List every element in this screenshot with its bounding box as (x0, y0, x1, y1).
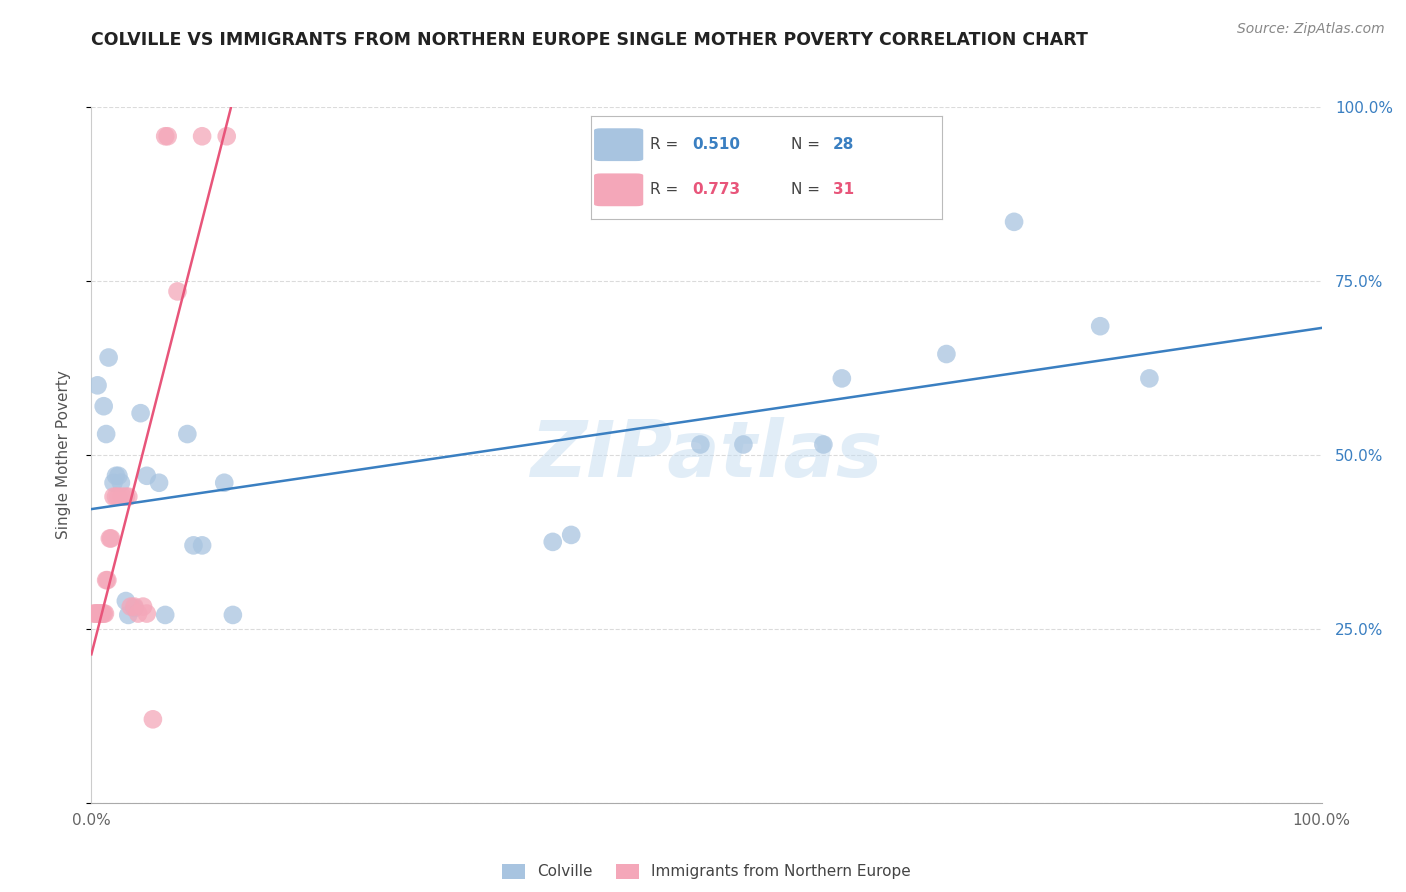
Legend: Colville, Immigrants from Northern Europe: Colville, Immigrants from Northern Europ… (496, 857, 917, 886)
Point (105, 468, 127, 483)
Point (166, 285, 188, 299)
Point (124, 601, 146, 615)
Point (86, 607, 108, 621)
Point (222, 607, 245, 622)
Point (156, 129, 179, 144)
Point (689, 437, 711, 451)
Point (84, 607, 107, 621)
Point (107, 490, 129, 504)
Point (96, 573, 117, 587)
Point (132, 599, 155, 614)
Point (148, 475, 170, 490)
Point (176, 427, 198, 442)
Point (541, 535, 564, 549)
Point (212, 475, 235, 490)
Point (215, 129, 238, 144)
Point (129, 406, 152, 420)
Point (111, 490, 134, 504)
Text: Source: ZipAtlas.com: Source: ZipAtlas.com (1237, 22, 1385, 37)
Point (96, 573, 118, 587)
Point (124, 599, 146, 614)
Point (935, 347, 957, 361)
Point (98, 532, 121, 546)
Point (89, 607, 111, 621)
Point (90, 607, 112, 621)
Point (103, 490, 125, 504)
Point (114, 490, 138, 504)
Point (107, 468, 129, 483)
Point (110, 475, 132, 490)
Point (87, 607, 110, 621)
Point (100, 532, 122, 546)
Point (813, 437, 835, 451)
Point (1139, 371, 1161, 385)
Point (93, 607, 115, 621)
Point (114, 594, 138, 608)
Point (1088, 319, 1111, 334)
Y-axis label: Single Mother Poverty: Single Mother Poverty (56, 370, 70, 540)
Point (733, 437, 755, 451)
Point (135, 468, 157, 483)
Point (117, 490, 139, 504)
Text: 0.510: 0.510 (692, 137, 741, 153)
Point (83, 607, 105, 621)
Point (86, 607, 108, 621)
Text: 0.773: 0.773 (692, 182, 741, 197)
Point (120, 599, 142, 614)
Text: R =: R = (650, 182, 683, 197)
Point (1002, 215, 1025, 229)
Text: N =: N = (790, 182, 825, 197)
Point (127, 607, 149, 621)
Point (97, 351, 120, 365)
Point (93, 399, 115, 413)
Point (183, 538, 205, 552)
Text: 28: 28 (832, 137, 855, 153)
Point (153, 607, 177, 622)
Point (91, 607, 114, 621)
FancyBboxPatch shape (593, 173, 644, 206)
Text: R =: R = (650, 137, 683, 153)
Point (142, 712, 165, 726)
Point (153, 129, 177, 144)
Point (103, 475, 125, 490)
Text: ZIPatlas: ZIPatlas (530, 417, 883, 493)
Point (191, 129, 214, 144)
FancyBboxPatch shape (593, 128, 644, 161)
Point (135, 607, 157, 621)
Point (96, 427, 117, 442)
Text: N =: N = (790, 137, 825, 153)
Point (105, 490, 127, 504)
Point (94, 607, 117, 621)
Text: COLVILLE VS IMMIGRANTS FROM NORTHERN EUROPE SINGLE MOTHER POVERTY CORRELATION CH: COLVILLE VS IMMIGRANTS FROM NORTHERN EUR… (91, 31, 1088, 49)
Point (560, 528, 582, 542)
Text: 31: 31 (832, 182, 855, 197)
Point (831, 371, 853, 385)
Point (86, 378, 108, 392)
Point (191, 538, 214, 552)
Point (117, 607, 139, 622)
